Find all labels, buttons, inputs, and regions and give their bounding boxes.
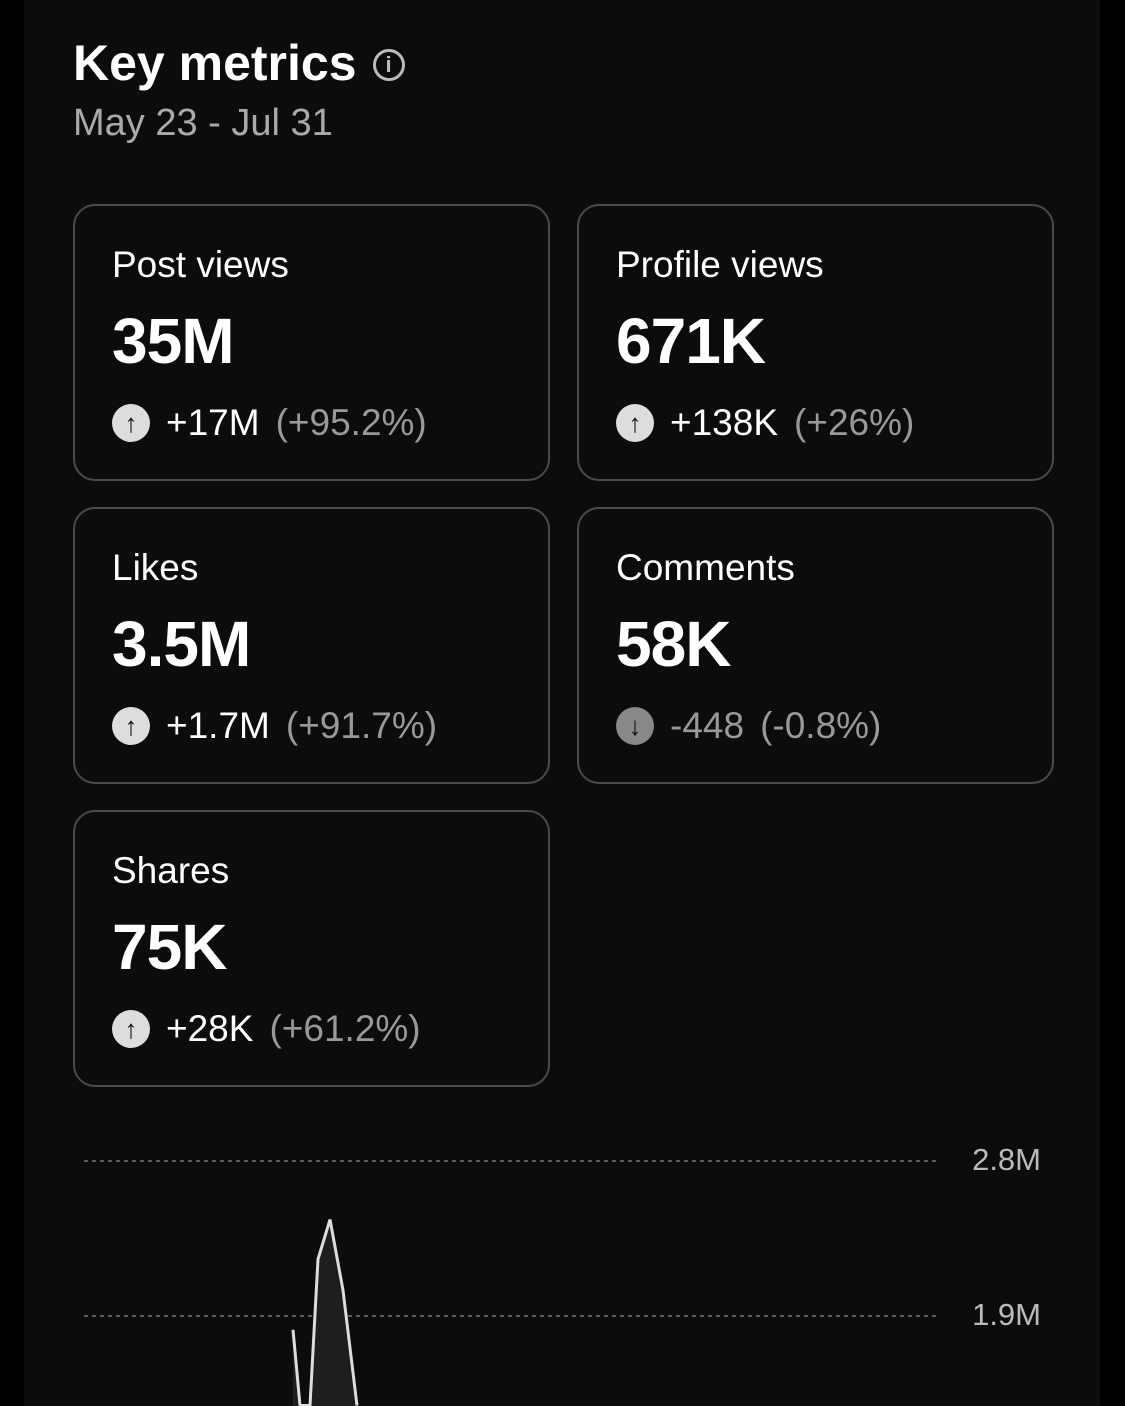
metric-card-comments[interactable]: Comments 58K ↓ -448 (-0.8%) bbox=[577, 507, 1054, 784]
metric-change-percent: (+91.7%) bbox=[285, 705, 438, 746]
page-title: Key metrics bbox=[73, 35, 357, 91]
metric-change-percent: (+26%) bbox=[794, 402, 915, 443]
series-area bbox=[293, 1219, 357, 1406]
date-range[interactable]: May 23 - Jul 31 bbox=[73, 102, 333, 144]
metric-label: Post views bbox=[112, 244, 289, 285]
metric-label: Profile views bbox=[616, 244, 824, 285]
metrics-chart bbox=[84, 1160, 936, 1406]
metric-change: ↑ +1.7M (+91.7%) bbox=[112, 705, 437, 747]
metric-change: ↑ +138K (+26%) bbox=[616, 402, 914, 444]
metric-label: Shares bbox=[112, 850, 230, 891]
metric-value: 3.5M bbox=[112, 608, 251, 680]
metric-value: 671K bbox=[616, 305, 766, 377]
key-metrics-header: Key metrics i bbox=[73, 34, 405, 92]
info-circle-icon[interactable]: i bbox=[372, 49, 405, 81]
metric-change-value: +1.7M bbox=[166, 705, 270, 746]
metric-change-percent: (-0.8%) bbox=[760, 705, 882, 746]
metric-change-value: +28K bbox=[166, 1008, 254, 1049]
metric-value: 35M bbox=[112, 305, 234, 377]
metric-change-value: -448 bbox=[670, 705, 745, 746]
arrow-up-icon: ↑ bbox=[112, 707, 150, 745]
metric-card-post-views[interactable]: Post views 35M ↑ +17M (+95.2%) bbox=[73, 204, 550, 481]
y-tick-label: 2.8M bbox=[972, 1142, 1041, 1177]
arrow-up-icon: ↑ bbox=[616, 404, 654, 442]
metric-change-percent: (+61.2%) bbox=[269, 1008, 421, 1049]
metric-label: Comments bbox=[616, 547, 795, 588]
metric-change: ↓ -448 (-0.8%) bbox=[616, 705, 881, 747]
metric-value: 75K bbox=[112, 911, 227, 983]
metric-change-value: +138K bbox=[670, 402, 779, 443]
metric-card-profile-views[interactable]: Profile views 671K ↑ +138K (+26%) bbox=[577, 204, 1054, 481]
metric-change: ↑ +17M (+95.2%) bbox=[112, 402, 427, 444]
metric-change-value: +17M bbox=[166, 402, 260, 443]
key-metrics-panel bbox=[24, 0, 1100, 1406]
arrow-down-icon: ↓ bbox=[616, 707, 654, 745]
metric-change-percent: (+95.2%) bbox=[275, 402, 427, 443]
arrow-up-icon: ↑ bbox=[112, 1010, 150, 1048]
metric-change: ↑ +28K (+61.2%) bbox=[112, 1008, 421, 1050]
y-tick-label: 1.9M bbox=[972, 1297, 1041, 1332]
metric-label: Likes bbox=[112, 547, 199, 588]
metric-value: 58K bbox=[616, 608, 731, 680]
arrow-up-icon: ↑ bbox=[112, 404, 150, 442]
metric-card-likes[interactable]: Likes 3.5M ↑ +1.7M (+91.7%) bbox=[73, 507, 550, 784]
metric-card-shares[interactable]: Shares 75K ↑ +28K (+61.2%) bbox=[73, 810, 550, 1087]
